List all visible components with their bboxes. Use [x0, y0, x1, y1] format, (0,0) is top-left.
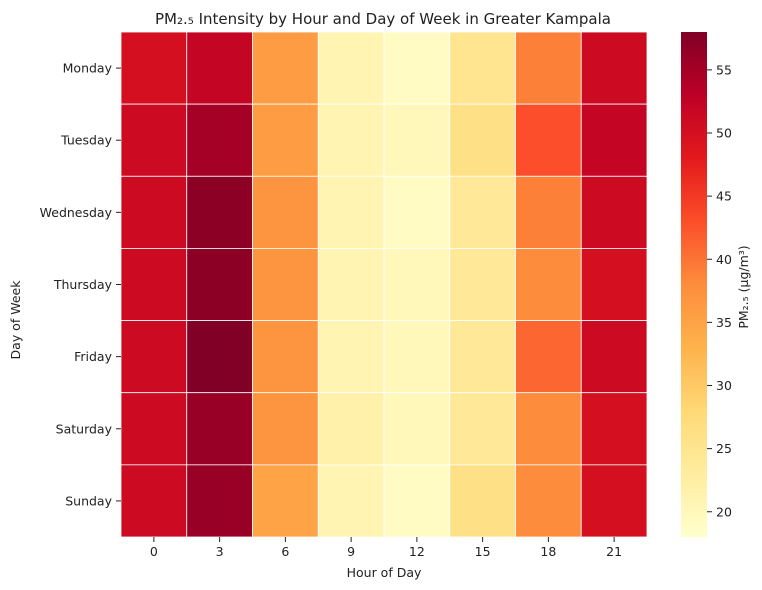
heatmap-cell-friday-3 — [186, 320, 253, 394]
heatmap-cell-wednesday-12 — [383, 175, 451, 249]
heatmap-cell-wednesday-9 — [317, 175, 385, 249]
y-tick-label: Friday — [74, 349, 112, 364]
heatmap-cell-friday-15 — [449, 320, 516, 394]
colorbar-tick-label: 55 — [716, 62, 732, 77]
x-tick-label: 12 — [409, 544, 425, 559]
heatmap-cell-saturday-21 — [580, 392, 648, 466]
x-axis: 0 3 6 9 12 15 18 21 — [150, 537, 622, 559]
heatmap-cell-friday-12 — [383, 320, 451, 394]
heatmap-cell-saturday-12 — [383, 392, 451, 466]
y-axis-label: Day of Week — [8, 280, 23, 360]
heatmap-cell-thursday-15 — [449, 248, 516, 321]
y-tick-label: Monday — [63, 61, 113, 76]
heatmap-cell-wednesday-15 — [449, 175, 516, 249]
heatmap-cell-friday-0 — [120, 320, 188, 394]
x-tick-label: 21 — [606, 544, 622, 559]
colorbar-gradient — [681, 32, 707, 537]
heatmap-cell-wednesday-3 — [186, 175, 253, 249]
heatmap-cell-monday-12 — [383, 31, 451, 105]
heatmap-cell-tuesday-21 — [580, 103, 648, 177]
heatmap-cell-thursday-12 — [383, 248, 451, 321]
y-tick-label: Thursday — [53, 277, 113, 292]
heatmap-cell-tuesday-3 — [186, 103, 253, 177]
y-tick-label: Sunday — [65, 493, 112, 508]
heatmap-cell-monday-3 — [186, 31, 253, 105]
heatmap-cell-monday-15 — [449, 31, 516, 105]
heatmap-cell-sunday-3 — [186, 464, 253, 538]
x-tick-label: 18 — [540, 544, 556, 559]
heatmap-cell-wednesday-18 — [515, 175, 582, 249]
y-tick-label: Tuesday — [60, 133, 112, 148]
heatmap-cell-tuesday-0 — [120, 103, 188, 177]
heatmap-cell-sunday-15 — [449, 464, 516, 538]
heatmap-cell-monday-18 — [515, 31, 582, 105]
chart-title: PM₂.₅ Intensity by Hour and Day of Week … — [155, 10, 611, 28]
colorbar-tick-label: 25 — [716, 441, 732, 456]
heatmap-cell-sunday-21 — [580, 464, 648, 538]
heatmap-cell-thursday-6 — [252, 248, 319, 321]
heatmap-cell-thursday-9 — [317, 248, 385, 321]
colorbar: 20 25 30 35 40 45 50 55 — [681, 32, 732, 537]
heatmap-cell-tuesday-6 — [252, 103, 319, 177]
colorbar-tick-label: 35 — [716, 315, 732, 330]
colorbar-label: PM₂.₅ (μg/m³) — [736, 245, 751, 328]
heatmap-cell-thursday-18 — [515, 248, 582, 321]
heatmap-cell-thursday-0 — [120, 248, 188, 321]
heatmap-cell-friday-21 — [580, 320, 648, 394]
heatmap-cell-monday-21 — [580, 31, 648, 105]
heatmap-cell-tuesday-15 — [449, 103, 516, 177]
x-tick-label: 9 — [347, 544, 355, 559]
heatmap-cell-sunday-9 — [317, 464, 385, 538]
heatmap-cells — [120, 31, 648, 538]
x-axis-label: Hour of Day — [347, 565, 422, 580]
heatmap-cell-monday-9 — [317, 31, 385, 105]
heatmap-cell-sunday-0 — [120, 464, 188, 538]
heatmap-cell-saturday-0 — [120, 392, 188, 466]
colorbar-tick-label: 20 — [716, 504, 732, 519]
heatmap-cell-saturday-9 — [317, 392, 385, 466]
heatmap-cell-thursday-21 — [580, 248, 648, 321]
heatmap-cell-saturday-18 — [515, 392, 582, 466]
heatmap-cell-sunday-18 — [515, 464, 582, 538]
heatmap-cell-monday-0 — [120, 31, 188, 105]
x-tick-label: 0 — [150, 544, 158, 559]
heatmap-cell-tuesday-12 — [383, 103, 451, 177]
x-tick-label: 15 — [475, 544, 491, 559]
y-tick-label: Wednesday — [40, 205, 113, 220]
colorbar-tick-label: 50 — [716, 126, 732, 141]
heatmap-cell-wednesday-0 — [120, 175, 188, 249]
y-axis: Monday Tuesday Wednesday Thursday Friday Satu… — [40, 61, 121, 508]
heatmap-cell-saturday-6 — [252, 392, 319, 466]
y-tick-label: Saturday — [56, 421, 113, 436]
colorbar-tick-label: 30 — [716, 378, 732, 393]
heatmap-cell-sunday-12 — [383, 464, 451, 538]
x-tick-label: 3 — [216, 544, 224, 559]
heatmap-cell-friday-9 — [317, 320, 385, 394]
heatmap-cell-wednesday-6 — [252, 175, 319, 249]
heatmap-cell-monday-6 — [252, 31, 319, 105]
colorbar-tick-label: 45 — [716, 189, 732, 204]
x-tick-label: 6 — [281, 544, 289, 559]
heatmap-cell-tuesday-9 — [317, 103, 385, 177]
heatmap-cell-friday-18 — [515, 320, 582, 394]
heatmap-cell-tuesday-18 — [515, 103, 582, 177]
heatmap-cell-friday-6 — [252, 320, 319, 394]
heatmap-cell-wednesday-21 — [580, 175, 648, 249]
colorbar-tick-label: 40 — [716, 252, 732, 267]
heatmap-cell-sunday-6 — [252, 464, 319, 538]
heatmap-cell-saturday-15 — [449, 392, 516, 466]
heatmap-cell-thursday-3 — [186, 248, 253, 321]
heatmap-cell-saturday-3 — [186, 392, 253, 466]
